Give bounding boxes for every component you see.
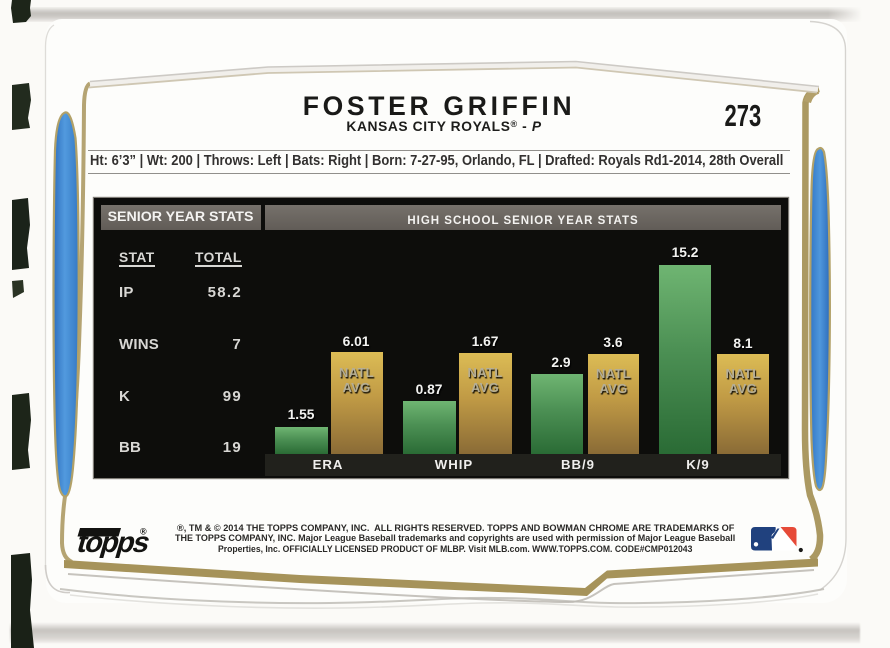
svg-text:®: ®: [140, 527, 147, 537]
